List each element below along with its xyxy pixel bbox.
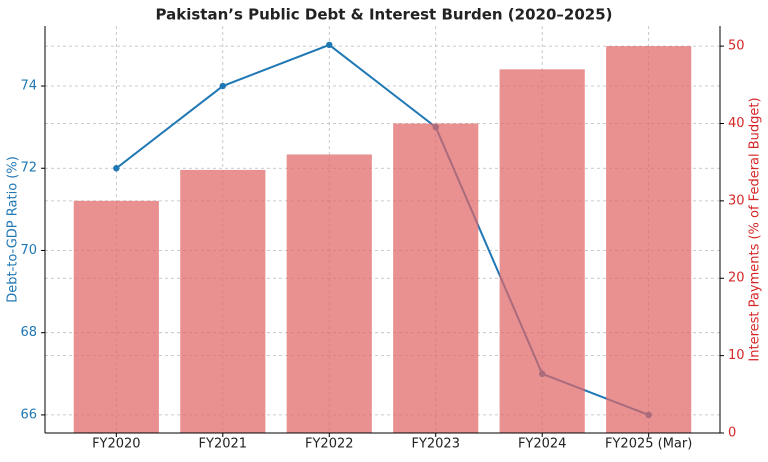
bar	[606, 46, 692, 434]
bar	[286, 154, 372, 433]
y-tick-label: 74	[20, 79, 37, 94]
bar	[180, 169, 266, 433]
point	[113, 165, 120, 172]
x-tick-label: FY2022	[305, 437, 354, 452]
chart-title: Pakistan’s Public Debt & Interest Burden…	[156, 6, 613, 24]
bar	[73, 200, 159, 433]
y2-tick-label: 0	[728, 426, 736, 441]
y-tick-label: 70	[20, 243, 37, 258]
plot-area	[73, 41, 692, 434]
y2-tick-label: 40	[728, 116, 745, 131]
y2-tick-label: 50	[728, 39, 745, 54]
point	[219, 82, 226, 90]
x-tick-label: FY2023	[411, 437, 460, 452]
axes: 66 68 70 72 74 0 10 20 30 40 50 FY2020 FY2021 FY2022 F…	[6, 26, 763, 452]
x-tick-label: FY2024	[518, 437, 567, 452]
x-tick-label: FY2025 (Mar)	[605, 437, 692, 452]
y-tick-label: 72	[20, 161, 37, 176]
x-tick-label: FY2020	[92, 437, 141, 452]
y-axis-label: Debt-to-GDP Ratio (%)	[6, 156, 21, 303]
bar	[393, 123, 479, 433]
y2-tick-label: 20	[728, 271, 745, 286]
y2-tick-label: 30	[728, 193, 745, 208]
bar	[499, 69, 585, 433]
y2-axis-label: Interest Payments (% of Federal Budget)	[748, 97, 763, 361]
x-tick-label: FY2021	[199, 437, 248, 452]
y-tick-label: 68	[20, 325, 37, 340]
y-tick-label: 66	[20, 407, 37, 422]
y2-tick-label: 10	[728, 348, 745, 363]
point	[326, 41, 333, 49]
